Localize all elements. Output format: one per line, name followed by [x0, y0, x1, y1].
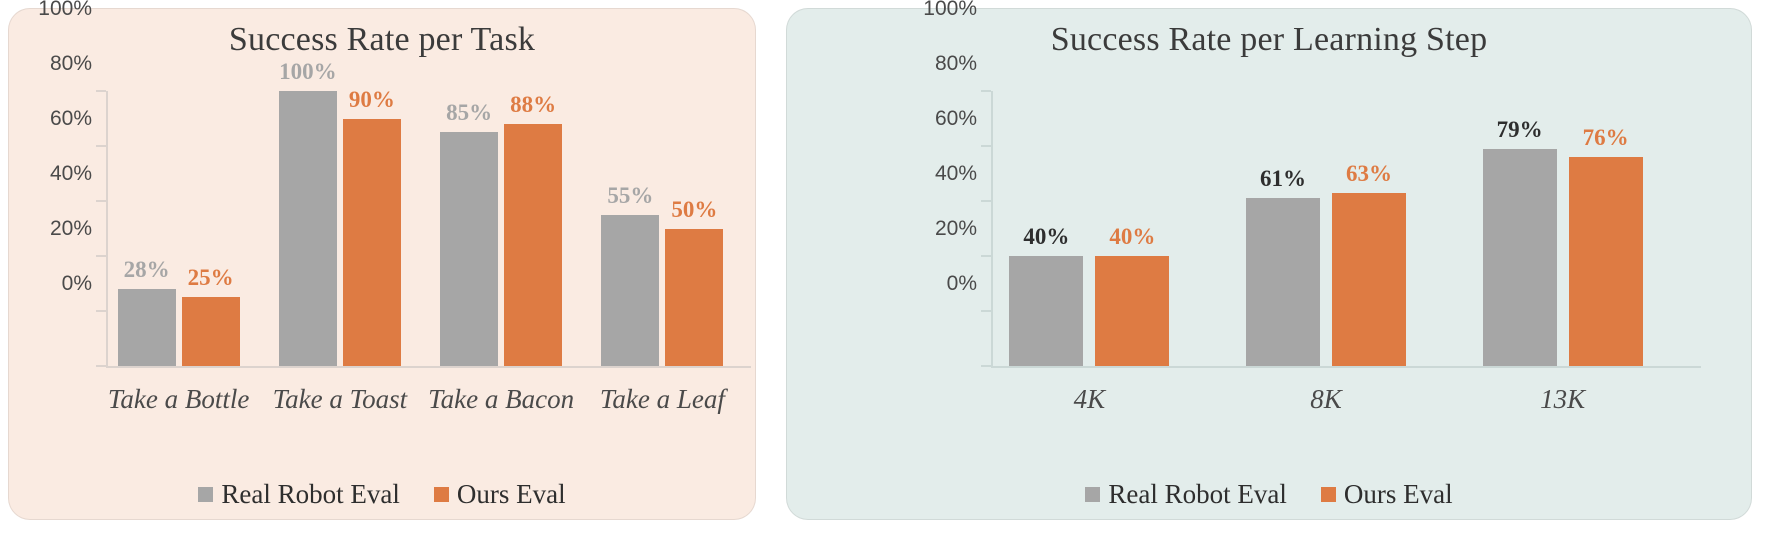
y-axis-tick: [981, 365, 991, 367]
legend-label: Real Robot Eval: [221, 479, 400, 509]
legend-item[interactable]: Ours Eval: [433, 479, 566, 510]
x-axis-category-label: 13K: [1540, 384, 1586, 414]
plot-area-right: [981, 90, 1701, 368]
y-axis-tick: [96, 200, 106, 202]
x-axis-category-label: Take a Leaf: [599, 384, 725, 414]
y-axis-tick: [981, 145, 991, 147]
bar-value-label: 79%: [1496, 116, 1543, 142]
bar-value-label: 25%: [187, 265, 234, 291]
y-axis-tick-label: 60%: [934, 107, 977, 130]
bar-value-label: 50%: [671, 196, 718, 222]
bar-value-label: 40%: [1023, 224, 1070, 249]
bar-value-label: 61%: [1260, 166, 1306, 192]
y-axis-tick: [981, 255, 991, 257]
chart-title-left: Success Rate per Task: [228, 21, 536, 58]
bar-ours-eval[interactable]: [181, 297, 240, 366]
x-axis-category-label: Take a Toast: [272, 384, 408, 414]
bar-real-robot-eval[interactable]: [117, 289, 176, 366]
x-axis-baseline-right: [991, 366, 1701, 368]
y-axis-tick: [981, 200, 991, 202]
y-axis-tick-label: 100%: [38, 0, 92, 20]
y-axis-tick-label: 40%: [49, 162, 92, 185]
chart-panel-success-rate-per-task: Success Rate per Task 0% 20% 40% 60% 80% 100%…: [8, 0, 756, 520]
legend-label: Real Robot Eval: [1108, 479, 1287, 509]
bar-ours-eval[interactable]: [1332, 192, 1406, 366]
bar-real-robot-eval[interactable]: [440, 132, 499, 366]
chart-legend: Real Robot Eval Ours Eval: [9, 479, 755, 510]
legend-item[interactable]: Ours Eval: [1320, 479, 1453, 510]
bar-real-robot-eval[interactable]: [1009, 256, 1084, 366]
bar-real-robot-eval[interactable]: [1246, 198, 1320, 366]
y-axis-tick-label: 80%: [49, 52, 92, 75]
y-axis-tick-label: 20%: [49, 217, 92, 240]
bar-value-label: 100%: [279, 59, 337, 84]
y-axis-tick-label: 0%: [61, 272, 92, 295]
y-axis-line-right: [991, 91, 993, 366]
y-axis-tick-label: 40%: [934, 162, 977, 185]
legend-swatch-icon: [198, 487, 214, 502]
legend-swatch-icon: [1320, 487, 1336, 502]
bar-ours-eval[interactable]: [342, 118, 401, 366]
bar-ours-eval[interactable]: [1568, 157, 1643, 366]
bar-value-label: 55%: [607, 182, 654, 208]
x-axis-category-label: 4K: [1073, 384, 1106, 414]
y-axis-tick-label: 60%: [49, 107, 92, 130]
legend-label: Ours Eval: [1343, 479, 1453, 509]
x-axis-category-label: Take a Bottle: [107, 384, 250, 414]
y-axis-tick: [96, 145, 106, 147]
y-axis-tick: [96, 310, 106, 312]
chart-legend: Real Robot Eval Ours Eval: [787, 479, 1751, 510]
bar-real-robot-eval[interactable]: [278, 91, 337, 366]
x-axis-category-label: 8K: [1310, 384, 1342, 414]
y-axis-tick-label: 80%: [934, 52, 977, 75]
bar-value-label: 85%: [446, 100, 493, 126]
bar-value-label: 90%: [348, 86, 395, 112]
legend-swatch-icon: [433, 487, 449, 502]
legend-swatch-icon: [1085, 487, 1101, 502]
x-axis-baseline-left: [106, 366, 751, 368]
bar-ours-eval[interactable]: [1095, 256, 1170, 366]
y-axis-tick-label: 0%: [946, 272, 977, 295]
y-axis-tick: [96, 255, 106, 257]
bar-value-label: 40%: [1109, 224, 1156, 249]
y-axis-tick: [96, 365, 106, 367]
legend-label: Ours Eval: [456, 479, 566, 509]
bar-value-label: 76%: [1582, 125, 1629, 150]
bar-value-label: 88%: [510, 92, 557, 117]
plot-area-left: [96, 90, 751, 368]
y-axis-tick: [981, 310, 991, 312]
legend-item[interactable]: Real Robot Eval: [1085, 479, 1287, 510]
y-axis-tick-label: 20%: [934, 217, 977, 240]
bar-ours-eval[interactable]: [665, 228, 724, 366]
y-axis-tick: [96, 90, 106, 92]
bar-real-robot-eval[interactable]: [1482, 148, 1557, 366]
bar-value-label: 63%: [1346, 160, 1392, 186]
bar-real-robot-eval[interactable]: [601, 214, 660, 366]
y-axis-line-left: [106, 91, 108, 366]
chart-title-right: Success Rate per Learning Step: [1050, 21, 1488, 58]
bar-value-label: 28%: [123, 257, 170, 282]
y-axis-tick-label: 100%: [923, 0, 977, 20]
bar-ours-eval[interactable]: [504, 124, 563, 366]
x-axis-category-label: Take a Bacon: [428, 384, 575, 414]
y-axis-tick: [981, 90, 991, 92]
chart-panel-success-rate-per-learning-step: Success Rate per Learning Step 0% 20% 40% 6…: [786, 0, 1752, 520]
legend-item[interactable]: Real Robot Eval: [198, 479, 400, 510]
